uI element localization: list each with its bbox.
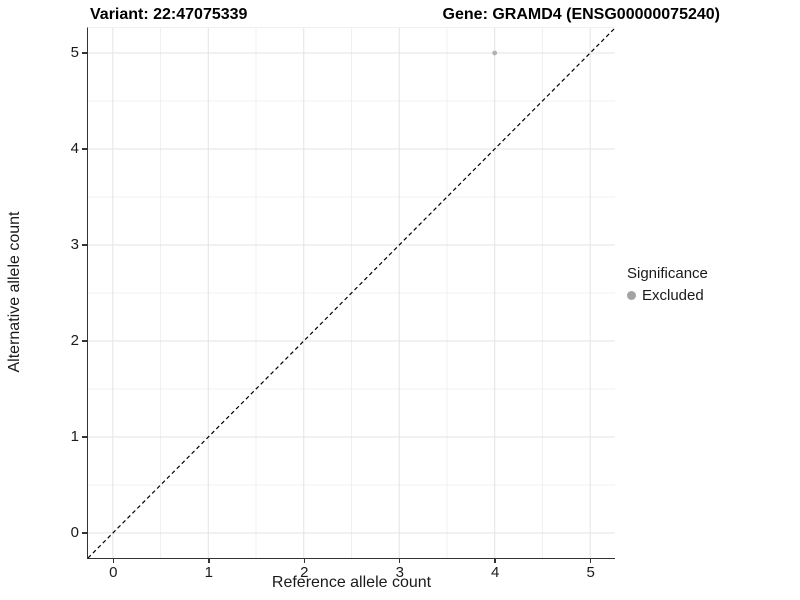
plot-title-gene: Gene: GRAMD4 (ENSG00000075240) — [442, 6, 720, 23]
legend-entry-label: Excluded — [642, 287, 704, 304]
x-axis-tick — [112, 558, 115, 563]
y-axis-tick — [82, 244, 87, 246]
x-axis-title: Reference allele count — [271, 574, 432, 591]
legend: Significance Excluded — [627, 264, 708, 305]
plot-canvas — [88, 28, 615, 558]
y-axis-tick — [82, 340, 87, 342]
x-tick-label: 4 — [491, 564, 500, 581]
y-axis-tick — [82, 532, 87, 534]
legend-entry-excluded: Excluded — [627, 286, 708, 305]
x-tick-label: 5 — [586, 564, 595, 581]
x-tick-label: 3 — [395, 564, 404, 581]
y-tick-label: 5 — [70, 43, 79, 61]
x-axis-tick — [398, 558, 401, 563]
legend-title: Significance — [627, 265, 708, 282]
y-axis-tick — [82, 148, 87, 150]
x-tick-label: 0 — [109, 564, 118, 581]
identity-reference-line — [88, 28, 615, 558]
plot-panel — [87, 27, 615, 559]
x-axis-tick — [589, 558, 592, 563]
y-tick-label: 1 — [70, 428, 79, 446]
y-tick-label: 0 — [70, 524, 79, 542]
y-axis-title: Alternative allele count — [6, 211, 23, 373]
x-tick-label: 1 — [204, 564, 213, 581]
x-axis-tick — [303, 558, 305, 563]
y-axis-tick — [82, 436, 87, 438]
plot-title-variant: Variant: 22:47075339 — [90, 6, 248, 23]
y-tick-label: 4 — [70, 139, 79, 157]
excluded-point-icon — [627, 291, 636, 300]
x-axis-tick — [208, 558, 210, 563]
y-tick-label: 2 — [70, 332, 79, 349]
x-tick-label: 2 — [300, 564, 309, 581]
y-axis-tick — [82, 52, 87, 54]
data-point-excluded — [492, 50, 498, 56]
y-tick-label: 3 — [70, 235, 79, 253]
x-axis-tick — [494, 558, 496, 563]
